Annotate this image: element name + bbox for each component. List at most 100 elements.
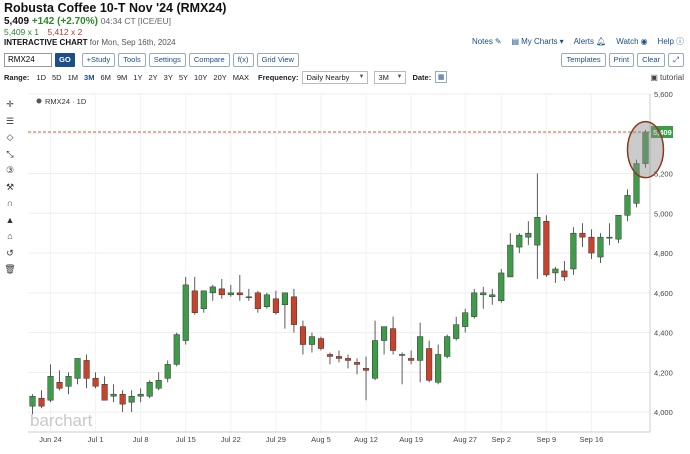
candle <box>83 360 90 379</box>
range-bar: Range: 1D 5D 1M 3M 6M 9M 1Y 2Y 3Y 5Y 10Y 20Y MAX Fre… <box>4 70 684 84</box>
grid-view-button[interactable]: Grid View <box>256 52 299 67</box>
candle <box>552 268 559 274</box>
range-option-2y[interactable]: 2Y <box>148 72 158 82</box>
candle <box>299 326 306 345</box>
tutorial-label: tutorial <box>659 72 684 82</box>
period-select[interactable]: 3M ▼ <box>374 70 407 84</box>
candle <box>182 284 189 341</box>
notes-link[interactable]: Notes ✎ <box>471 37 502 46</box>
chart-icon: ▤ <box>511 37 520 46</box>
candle <box>38 397 45 407</box>
range-option-10y[interactable]: 10Y <box>194 72 208 82</box>
candle <box>579 232 586 238</box>
range-option-5y[interactable]: 5Y <box>178 72 189 82</box>
candle <box>263 294 270 307</box>
trash-icon[interactable]: 🗑︎ <box>4 264 16 274</box>
calendar-icon[interactable]: ▦ <box>435 71 448 83</box>
x-tick-label: Sep 2 <box>491 435 511 444</box>
candle <box>56 382 63 389</box>
y-tick-label: 4,200 <box>654 368 673 377</box>
range-option-3y[interactable]: 3Y <box>163 72 173 82</box>
help-link[interactable]: Help ⓘ <box>657 37 684 46</box>
chevron-down-icon: ▾ <box>559 37 564 46</box>
tools-button[interactable]: Tools <box>118 52 146 67</box>
add-study-button[interactable]: +Study <box>81 52 116 67</box>
arrows-icon[interactable]: ⤡ <box>6 148 14 159</box>
frequency-select[interactable]: Daily Nearby ▼ <box>302 70 369 84</box>
candle <box>408 358 415 361</box>
candle <box>606 236 613 239</box>
diamond-icon[interactable]: ◇ <box>6 132 14 142</box>
range-option-3m[interactable]: 3M <box>84 72 95 82</box>
compare-button[interactable]: Compare <box>188 52 230 67</box>
fullscreen-button[interactable]: ⤢ <box>668 52 684 67</box>
watch-link[interactable]: Watch ◉ <box>616 37 648 46</box>
candle <box>471 292 478 317</box>
candle <box>435 354 442 383</box>
tools-icon[interactable]: ⚒ <box>5 181 15 192</box>
y-tick-label: 5,200 <box>654 170 673 179</box>
period-value: 3M <box>378 72 389 82</box>
chart-subtitle: INTERACTIVE CHART for Mon, Sep 16th, 202… <box>4 38 176 47</box>
candle <box>101 384 108 401</box>
range-option-max[interactable]: MAX <box>232 72 250 82</box>
note-icon: ✎ <box>494 37 502 46</box>
range-option-5d[interactable]: 5D <box>52 72 62 82</box>
range-option-1y[interactable]: 1Y <box>133 72 143 82</box>
candle <box>534 217 541 246</box>
alerts-link[interactable]: Alerts 🔔︎ <box>573 37 607 46</box>
candle <box>417 336 424 361</box>
candle <box>218 288 225 296</box>
lock-open-icon[interactable]: ⌂ <box>7 231 13 241</box>
quote-line: 5,409 +142 (+2.70%) 04:34 CT [ICE/EU] <box>4 16 171 27</box>
candle <box>561 270 568 278</box>
range-option-1m[interactable]: 1M <box>67 72 79 82</box>
lock-icon[interactable]: ▲ <box>5 214 15 225</box>
range-option-1d[interactable]: 1D <box>36 72 47 82</box>
undo-icon[interactable]: ↺ <box>6 247 14 258</box>
candle <box>588 236 595 254</box>
chevron-down-icon: ▼ <box>396 74 403 80</box>
bell-icon: 🔔︎ <box>596 37 607 46</box>
watermark: barchart <box>30 411 93 430</box>
range-option-9m[interactable]: 9M <box>116 72 128 82</box>
bid-ask: 5,409 x 1 5,412 x 2 <box>4 27 82 37</box>
tutorial-link[interactable]: ▣ tutorial <box>650 73 684 82</box>
text-list-icon[interactable]: ☰ <box>5 115 15 126</box>
candle <box>209 286 216 294</box>
date-label: Date: <box>412 72 432 82</box>
range-option-20y[interactable]: 20Y <box>213 72 227 82</box>
candle <box>372 340 379 379</box>
function-button[interactable]: f(x) <box>232 52 254 67</box>
candle <box>597 236 604 258</box>
range-option-6m[interactable]: 6M <box>100 72 111 82</box>
candle <box>353 362 361 365</box>
candle <box>317 338 325 349</box>
candle <box>570 232 577 270</box>
candle <box>335 356 343 359</box>
candle <box>543 220 550 276</box>
candle <box>344 358 352 361</box>
candle <box>516 234 523 248</box>
circle-3-icon[interactable]: ③ <box>5 165 15 175</box>
price-chart[interactable]: 4,0004,2004,4004,6004,8005,0005,2005,400… <box>20 86 690 446</box>
candle <box>480 292 487 296</box>
clear-button[interactable]: Clear <box>637 52 665 67</box>
my-charts-link[interactable]: ▤ My Charts ▾ <box>511 37 564 46</box>
symbol-input[interactable] <box>4 52 52 67</box>
go-button[interactable]: GO <box>55 52 75 67</box>
candle <box>128 395 135 403</box>
settings-button[interactable]: Settings <box>148 52 186 67</box>
subtitle-date: for Mon, Sep 16th, 2024 <box>89 38 176 47</box>
chevron-down-icon: ▼ <box>358 74 365 80</box>
candle <box>633 163 640 204</box>
print-button[interactable]: Print <box>608 52 635 67</box>
candle <box>146 382 153 397</box>
candle <box>92 378 99 387</box>
magnet-icon[interactable]: ∩ <box>6 198 14 208</box>
x-tick-label: Jul 22 <box>221 435 241 444</box>
x-tick-label: Jul 15 <box>176 435 196 444</box>
drawing-tools: ✛ ☰ ◇ ⤡ ③ ⚒ ∩ ▲ ⌂ ↺ 🗑︎ <box>2 96 18 278</box>
templates-button[interactable]: Templates <box>561 52 606 67</box>
crosshair-icon[interactable]: ✛ <box>6 99 14 109</box>
